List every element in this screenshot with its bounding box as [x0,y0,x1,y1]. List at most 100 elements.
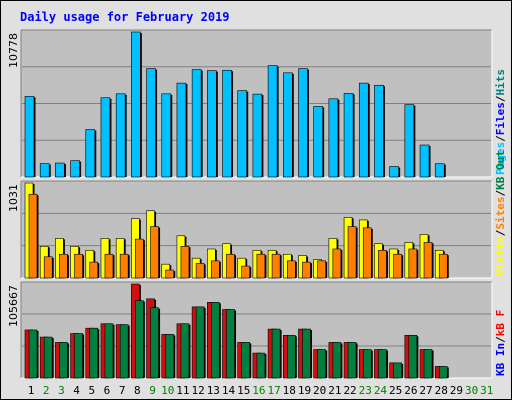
bar-kb-out-day-16 [256,352,266,379]
legend-kb: KB In/kB F [494,310,507,376]
bar-sites-day-24 [378,249,387,279]
bar-kb-out-day-7 [119,324,129,379]
bar-sites-day-27 [423,242,433,279]
bar-pages-day-16 [252,93,263,178]
legend-sites-visits: Visits/Sites/KB Out [494,150,507,276]
bar-pages-day-28 [434,163,445,178]
x-tick-day-7: 7 [119,384,126,397]
bar-sites-day-8 [135,238,144,279]
x-tick-day-18: 18 [283,384,296,397]
bar-kb-out-day-23 [362,349,372,379]
bar-sites-day-10 [165,269,175,279]
bar-kb-out-day-6 [104,323,114,379]
bar-sites-day-9 [150,226,159,279]
bar-sites-day-25 [393,253,402,279]
bar-sites-day-14 [226,253,235,279]
bar-sites-day-20 [317,260,326,279]
bar-pages-day-17 [267,65,278,178]
bar-pages-day-11 [176,82,187,178]
x-tick-day-8: 8 [134,384,141,397]
x-tick-day-31: 31 [480,384,493,397]
bar-sites-day-11 [180,246,190,279]
bar-pages-day-9 [146,68,156,178]
bar-kb-out-day-20 [317,349,326,379]
bar-pages-day-2 [39,163,50,178]
bar-kb-out-day-21 [332,342,342,379]
bar-sites-day-13 [211,260,220,279]
bar-pages-day-5 [85,129,96,178]
bar-kb-out-day-11 [180,323,190,379]
bar-kb-out-day-4 [74,333,83,379]
x-tick-day-12: 12 [192,384,205,397]
bar-kb-out-day-18 [286,334,296,379]
bar-pages-day-10 [161,93,172,178]
legend-entry: / [494,95,507,102]
legend-entry: KB In [494,343,507,376]
x-tick-day-25: 25 [389,384,402,397]
bar-pages-day-24 [374,84,384,178]
legend-entry: Sites [494,197,507,230]
bar-pages-day-26 [404,104,415,178]
bar-sites-day-3 [59,253,68,279]
legend-entry: KB Out [494,150,507,190]
bar-kb-out-day-2 [43,336,53,379]
bar-pages-day-19 [298,68,308,178]
y-max-label: 1031 [7,184,20,212]
bar-pages-day-22 [343,93,354,178]
x-tick-day-20: 20 [313,384,326,397]
bar-kb-out-day-9 [150,307,159,379]
legend-entry: / [494,336,507,343]
bar-pages-day-1 [24,96,35,178]
bar-kb-out-day-28 [438,366,448,379]
x-tick-day-5: 5 [88,384,95,397]
x-tick-day-16: 16 [252,384,265,397]
bar-sites-day-16 [256,253,266,279]
legend-entry: Visits [494,236,507,276]
y-max-label: 105667 [7,285,20,327]
bar-sites-day-2 [43,256,53,279]
bar-pages-day-15 [237,90,248,178]
x-tick-day-2: 2 [43,384,50,397]
bar-pages-day-21 [328,98,339,178]
bar-sites-day-23 [362,227,372,279]
legend-entry: kB F [494,310,507,337]
legend-entry: Hits [494,69,507,96]
bar-kb-out-day-17 [271,328,281,379]
x-tick-day-6: 6 [104,384,111,397]
x-tick-day-30: 30 [465,384,478,397]
x-tick-day-4: 4 [73,384,80,397]
legend-entry: Files [494,102,507,135]
x-tick-day-29: 29 [450,384,463,397]
x-tick-day-9: 9 [149,384,156,397]
bar-kb-out-day-24 [378,349,387,379]
bar-sites-day-17 [271,253,281,279]
bar-sites-day-4 [74,253,83,279]
legend-entry: Pages [494,142,507,175]
bar-sites-day-21 [332,248,342,279]
x-tick-day-3: 3 [58,384,65,397]
legend-entry: / [494,135,507,142]
y-max-label: 10778 [7,33,20,68]
x-tick-day-11: 11 [176,384,189,397]
bar-kb-out-day-14 [226,309,235,379]
x-tick-day-15: 15 [237,384,250,397]
x-tick-day-28: 28 [435,384,448,397]
chart-title: Daily usage for February 2019 [20,10,230,24]
bar-kb-out-day-3 [59,342,68,379]
bar-kb-out-day-19 [302,328,311,379]
x-tick-day-24: 24 [374,384,388,397]
bar-pages-day-14 [222,69,232,178]
bar-sites-day-5 [89,261,99,279]
bar-pages-day-18 [282,72,293,178]
bar-sites-day-15 [241,265,251,279]
bar-kb-out-day-25 [393,362,402,379]
bar-pages-day-3 [55,162,65,178]
x-tick-day-21: 21 [328,384,341,397]
bar-sites-day-19 [302,261,311,279]
bar-sites-day-18 [286,260,296,279]
bar-kb-out-day-12 [195,306,205,379]
bar-pages-day-20 [313,106,323,178]
bar-kb-out-day-22 [347,342,357,379]
